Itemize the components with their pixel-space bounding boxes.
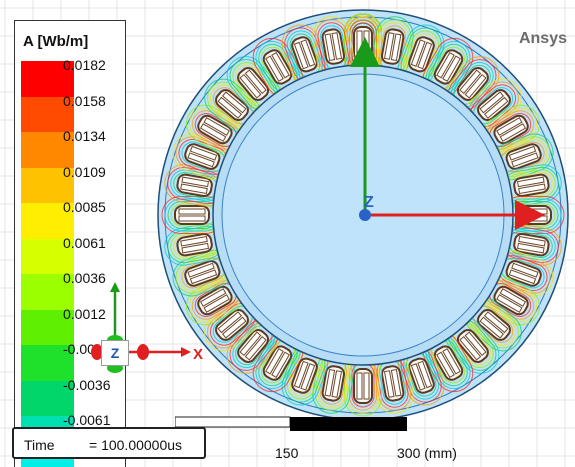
stator-slot bbox=[397, 344, 445, 406]
stator-slot bbox=[312, 16, 355, 79]
time-value: = 100.00000us bbox=[89, 437, 183, 453]
triad-x-label: X bbox=[193, 346, 204, 363]
stator-slot bbox=[185, 104, 246, 156]
legend-title: A [Wb/m] bbox=[23, 33, 89, 50]
triad-z-label: Z bbox=[101, 340, 129, 366]
stator-slot bbox=[492, 133, 554, 181]
legend-swatch bbox=[21, 96, 74, 133]
stator-slot bbox=[281, 344, 329, 406]
legend-tick-label: 0.0109 bbox=[63, 163, 106, 180]
legend-tick-label: 0.0158 bbox=[63, 92, 106, 109]
legend-swatch bbox=[21, 345, 74, 382]
legend-swatch bbox=[21, 238, 74, 275]
ruler-label-150: 150 bbox=[275, 445, 299, 461]
stator-slot bbox=[397, 24, 445, 86]
legend-swatch bbox=[21, 203, 74, 240]
stator-slot bbox=[492, 249, 554, 297]
legend-tick-label: 0.0085 bbox=[63, 199, 106, 215]
time-display: Time = 100.00000us bbox=[12, 427, 206, 459]
legend-tick-label: 0.0036 bbox=[63, 270, 106, 286]
stator-slot bbox=[226, 316, 281, 374]
stator-slots bbox=[161, 13, 565, 417]
legend-tick-label: -0.0061 bbox=[63, 412, 111, 428]
legend-swatch bbox=[21, 380, 74, 417]
legend-swatch bbox=[21, 274, 74, 311]
legend-swatch bbox=[21, 309, 74, 346]
color-legend[interactable]: A [Wb/m] 0.0182 0.0158 0.0134 0.0109 0.0085 0… bbox=[14, 20, 126, 467]
ruler-bar bbox=[174, 416, 407, 435]
scale-ruler: 150 300 (mm) bbox=[174, 413, 475, 467]
stator-slot bbox=[422, 37, 474, 98]
coordinate-triad[interactable]: Z X bbox=[85, 280, 210, 380]
ruler-label-300: 300 (mm) bbox=[397, 445, 457, 461]
time-label: Time bbox=[24, 437, 55, 453]
z-axis-label: Z bbox=[364, 194, 374, 211]
ansys-logo: Ansys bbox=[518, 30, 567, 47]
global-axes bbox=[350, 37, 545, 230]
legend-swatch bbox=[21, 132, 74, 169]
legend-tick-label: -0.0036 bbox=[63, 376, 111, 393]
legend-swatch bbox=[21, 167, 74, 204]
legend-tick-label: 0.0012 bbox=[63, 305, 106, 322]
stator-slot bbox=[252, 332, 304, 393]
legend-tick-label: 0.0061 bbox=[63, 234, 106, 251]
legend-tick-label: 0.0182 bbox=[63, 57, 106, 73]
legend-tick-label: 0.0134 bbox=[63, 128, 106, 144]
legend-swatch bbox=[21, 61, 74, 98]
stator-slot bbox=[226, 56, 281, 114]
